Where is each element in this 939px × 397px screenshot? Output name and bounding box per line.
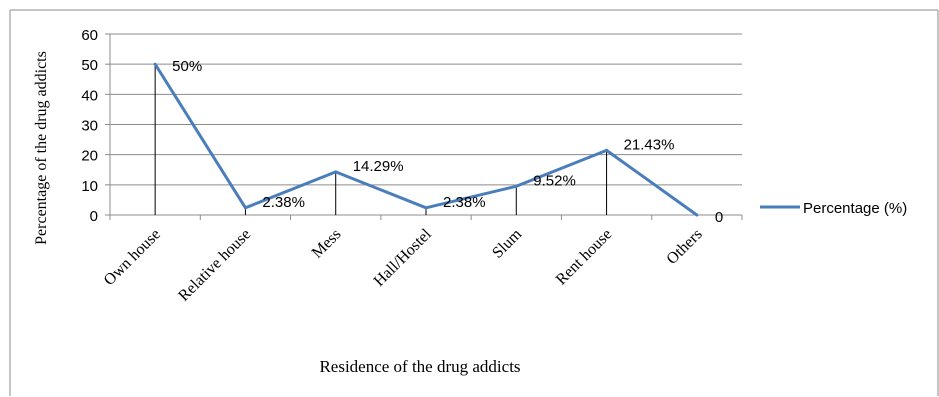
- data-label: 21.43%: [624, 136, 675, 153]
- series-line-segment: [153, 62, 247, 210]
- series-line-segment: [605, 148, 699, 217]
- x-axis-label: Residence of the drug addicts: [319, 357, 520, 376]
- series-line-segment: [334, 170, 428, 210]
- data-label: 14.29%: [353, 158, 404, 175]
- legend: Percentage (%): [760, 200, 907, 217]
- y-tick-label: 20: [81, 148, 98, 165]
- y-tick-labels: 0 10 20 30 40 50 60: [81, 27, 98, 225]
- y-tick-label: 30: [81, 118, 98, 135]
- data-label: 2.38%: [262, 194, 305, 211]
- y-tick-label: 0: [90, 208, 98, 225]
- y-axis-label: Percentage of the drug addicts: [33, 51, 50, 245]
- x-tick-labels: Own house Relative house Mess Hall/Hostel Sl…: [101, 225, 706, 304]
- y-tick-label: 10: [81, 178, 98, 195]
- data-label: 50%: [172, 58, 202, 75]
- data-label: 2.38%: [443, 194, 486, 211]
- x-tick-label: Relative house: [175, 226, 254, 305]
- data-label: 9.52%: [533, 172, 576, 189]
- y-tick-label: 60: [81, 27, 98, 44]
- series-lines: [153, 62, 699, 217]
- data-labels: 50% 2.38% 14.29% 2.38% 9.52% 21.43% 0: [172, 58, 723, 226]
- drop-lines: [154, 64, 608, 215]
- x-tick-label: Own house: [101, 226, 164, 289]
- y-tick-label: 50: [81, 57, 98, 74]
- series-line-segment: [424, 184, 518, 210]
- x-tick-label: Rent house: [553, 226, 616, 289]
- x-tick-label: Hall/Hostel: [371, 225, 436, 290]
- legend-entry: Percentage (%): [803, 200, 907, 217]
- data-label: 0: [715, 209, 723, 226]
- y-tick-label: 40: [81, 87, 98, 104]
- gridlines: [110, 33, 742, 186]
- series-line-segment: [243, 170, 338, 210]
- x-tick-label: Slum: [489, 225, 525, 261]
- series-line-segment: [514, 148, 609, 188]
- x-tick-label: Mess: [309, 226, 345, 262]
- x-tick-label: Others: [664, 226, 706, 268]
